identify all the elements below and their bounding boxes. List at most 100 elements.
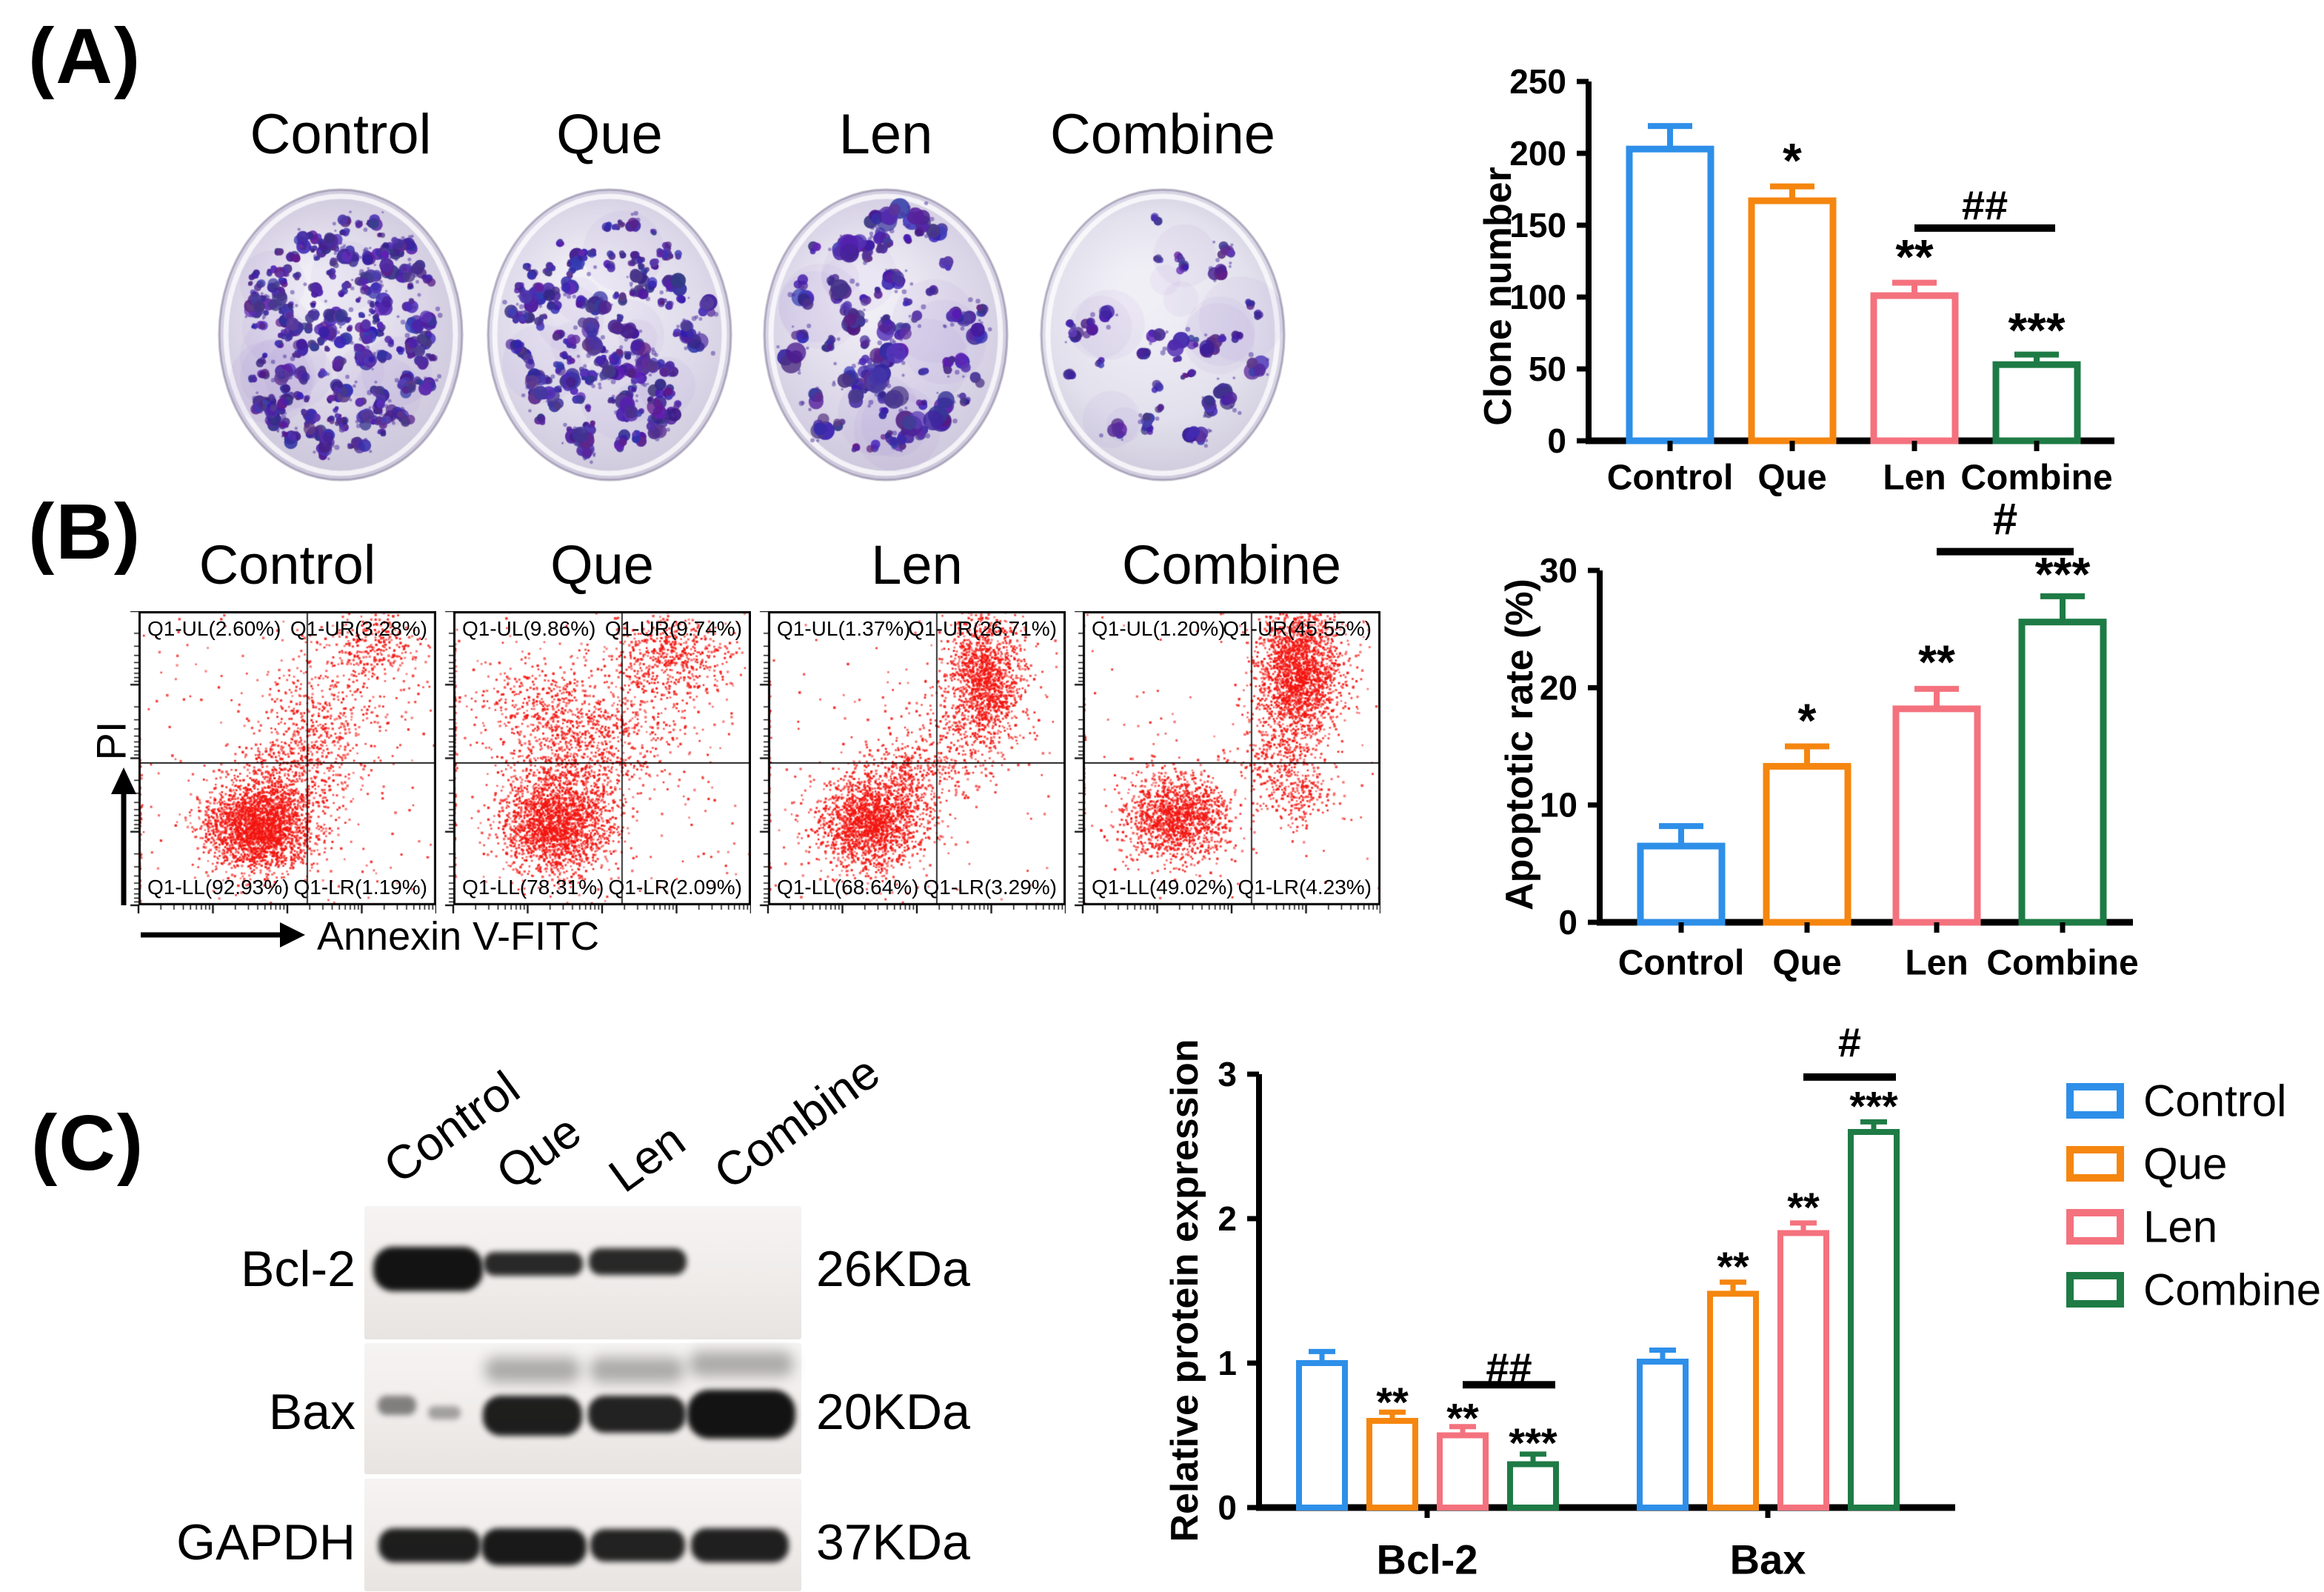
svg-text:Clone number: Clone number (1477, 167, 1520, 426)
svg-text:10: 10 (1540, 786, 1577, 825)
svg-text:Que: Que (1757, 459, 1826, 498)
blot-band-r0-l1 (484, 1252, 583, 1276)
quadrant-label-ur: Q1-UR(45.55%) (1223, 617, 1372, 640)
flow-scatter-control (124, 611, 436, 920)
svg-text:**: ** (1895, 230, 1934, 284)
dish-label-que: Que (556, 103, 663, 166)
svg-text:**: ** (1717, 1243, 1749, 1290)
annexin-axis-label: Annexin V-FITC (317, 914, 599, 959)
svg-text:150: 150 (1509, 206, 1566, 244)
svg-text:#: # (1838, 1019, 1861, 1066)
blot-band-r1-l1 (428, 1406, 461, 1419)
svg-text:*: * (1783, 133, 1802, 188)
flow-plot-title-len: Len (871, 534, 963, 596)
svg-text:**: ** (1787, 1184, 1820, 1230)
svg-text:200: 200 (1509, 134, 1566, 173)
panel-b-label: (B) (28, 488, 142, 576)
legend-entry-combine: Combine (2066, 1265, 2321, 1315)
quadrant-label-lr: Q1-LR(4.23%) (1238, 876, 1372, 899)
flow-plot-title-combine: Combine (1121, 534, 1342, 596)
quadrant-label-lr: Q1-LR(1.19%) (293, 876, 427, 899)
svg-text:250: 250 (1509, 62, 1566, 101)
quadrant-label-ll: Q1-LL(78.31%) (462, 876, 604, 899)
blot-band-r1-l2 (483, 1396, 582, 1436)
svg-text:0: 0 (1547, 422, 1566, 460)
svg-text:Apoptotic rate (%): Apoptotic rate (%) (1498, 579, 1541, 910)
dish-label-len: Len (838, 103, 933, 166)
clone-number-chart: 0 50 100 150 200 250 Control Que * Len ** Combine **… (1477, 62, 2114, 498)
svg-text:*: * (1798, 694, 1817, 747)
quadrant-label-ll: Q1-LL(49.02%) (1092, 876, 1234, 899)
legend-label-combine: Combine (2143, 1265, 2322, 1315)
dish-label-combine: Combine (1049, 103, 1276, 166)
blot-smear-r1-l3 (590, 1357, 684, 1382)
panel-a-label: (A) (28, 13, 142, 100)
svg-text:Control: Control (1618, 944, 1745, 983)
blot-smear-r1-l2 (484, 1357, 581, 1382)
quadrant-label-ul: Q1-UL(1.37%) (777, 617, 911, 640)
svg-text:20: 20 (1540, 668, 1577, 707)
quadrant-label-ur: Q1-UR(3.28%) (290, 617, 427, 640)
blot-kda-label-20: 20KDa (816, 1384, 970, 1440)
flow-plot-title-que: Que (550, 534, 654, 596)
quadrant-label-ul: Q1-UL(2.60%) (147, 617, 281, 640)
quadrant-label-lr: Q1-LR(3.29%) (923, 876, 1057, 899)
legend-swatch-que (2066, 1146, 2124, 1182)
svg-text:30: 30 (1540, 551, 1577, 590)
blot-lane-label-combine: Combine (704, 1045, 889, 1200)
legend-label-len: Len (2143, 1202, 2218, 1252)
svg-text:2: 2 (1218, 1199, 1237, 1238)
legend-entry-control: Control (2066, 1076, 2311, 1126)
panel-c-label: (C) (31, 1099, 145, 1187)
svg-text:50: 50 (1529, 350, 1566, 388)
legend-entry-que: Que (2066, 1139, 2311, 1189)
quadrant-label-lr: Q1-LR(2.09%) (608, 876, 742, 899)
colony-dish-control (215, 187, 467, 484)
blot-band-r2-l2 (590, 1529, 685, 1562)
blot-band-r1-l4 (687, 1390, 795, 1439)
svg-text:100: 100 (1509, 278, 1566, 316)
blot-band-r0-l2 (589, 1248, 687, 1275)
blot-band-r1-l0 (378, 1396, 416, 1415)
flow-scatter-combine (1068, 611, 1380, 920)
blot-band-r2-l3 (691, 1528, 789, 1562)
blot-smear-r1-l4 (689, 1351, 794, 1376)
legend-label-control: Control (2143, 1076, 2287, 1126)
svg-text:Control: Control (1607, 459, 1734, 498)
svg-text:Que: Que (1772, 944, 1841, 983)
svg-text:Bax: Bax (1730, 1536, 1806, 1583)
apoptotic-rate-chart: 0 10 20 30 Control Que * Len ** Combine *** # Apopto… (1498, 494, 2139, 983)
quadrant-label-ll: Q1-LL(68.64%) (777, 876, 919, 899)
svg-text:**: ** (1918, 636, 1955, 689)
quadrant-label-ur: Q1-UR(9.74%) (604, 617, 742, 640)
quadrant-label-ul: Q1-UL(1.20%) (1092, 617, 1226, 640)
svg-text:#: # (1993, 494, 2017, 544)
legend-swatch-len (2066, 1209, 2124, 1245)
flow-plot-title-control: Control (198, 534, 376, 596)
svg-text:***: *** (1509, 1419, 1557, 1466)
colony-dish-que (484, 187, 735, 484)
svg-text:***: *** (2035, 547, 2091, 601)
legend-label-que: Que (2143, 1139, 2228, 1189)
svg-text:***: *** (1849, 1082, 1898, 1129)
svg-text:Bcl-2: Bcl-2 (1377, 1536, 1478, 1583)
dish-label-control: Control (250, 103, 432, 166)
svg-text:0: 0 (1218, 1488, 1237, 1527)
colony-dish-len (760, 187, 1012, 484)
blot-protein-label-gapdh: GAPDH (176, 1514, 355, 1571)
blot-protein-label-bax: Bax (268, 1384, 355, 1440)
svg-text:**: ** (1446, 1395, 1479, 1442)
svg-text:***: *** (2008, 303, 2065, 358)
svg-text:##: ## (1962, 181, 2008, 228)
blot-kda-label-26: 26KDa (816, 1241, 970, 1297)
quadrant-label-ll: Q1-LL(92.93%) (147, 876, 290, 899)
blot-band-r1-l3 (588, 1396, 686, 1433)
svg-text:3: 3 (1218, 1055, 1237, 1093)
annexin-axis-arrow-icon (141, 922, 305, 947)
flow-scatter-que (438, 611, 751, 920)
svg-text:Combine: Combine (1960, 459, 2112, 498)
svg-text:0: 0 (1558, 903, 1577, 942)
blot-band-r2-l0 (378, 1528, 481, 1562)
svg-text:Len: Len (1883, 459, 1946, 498)
